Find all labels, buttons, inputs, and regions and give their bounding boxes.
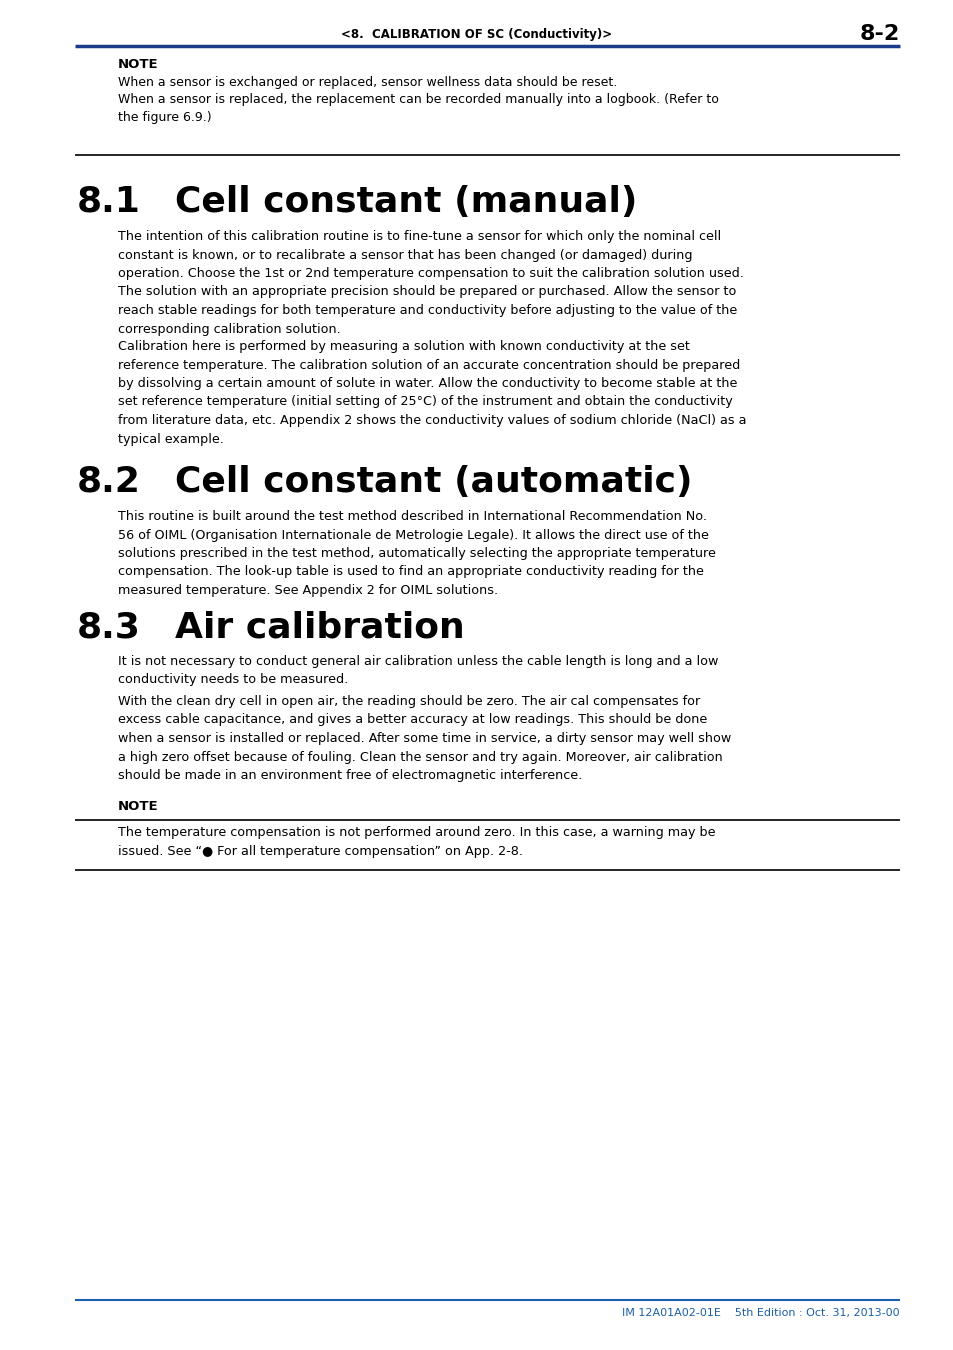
Text: It is not necessary to conduct general air calibration unless the cable length i: It is not necessary to conduct general a…: [118, 655, 718, 687]
Text: Cell constant (automatic): Cell constant (automatic): [174, 464, 692, 500]
Text: NOTE: NOTE: [118, 58, 158, 72]
Text: 8.1: 8.1: [77, 185, 141, 219]
Text: <8.  CALIBRATION OF SC (Conductivity)>: <8. CALIBRATION OF SC (Conductivity)>: [341, 28, 612, 40]
Text: This routine is built around the test method described in International Recommen: This routine is built around the test me…: [118, 510, 715, 597]
Text: IM 12A01A02-01E    5th Edition : Oct. 31, 2013-00: IM 12A01A02-01E 5th Edition : Oct. 31, 2…: [621, 1308, 899, 1318]
Text: NOTE: NOTE: [118, 801, 158, 813]
Text: 8.3: 8.3: [77, 610, 141, 644]
Text: With the clean dry cell in open air, the reading should be zero. The air cal com: With the clean dry cell in open air, the…: [118, 695, 731, 782]
Text: 8-2: 8-2: [859, 24, 899, 45]
Text: The intention of this calibration routine is to fine-tune a sensor for which onl: The intention of this calibration routin…: [118, 230, 743, 336]
Text: Air calibration: Air calibration: [174, 610, 464, 644]
Text: When a sensor is exchanged or replaced, sensor wellness data should be reset.: When a sensor is exchanged or replaced, …: [118, 76, 617, 89]
Text: When a sensor is replaced, the replacement can be recorded manually into a logbo: When a sensor is replaced, the replaceme…: [118, 93, 719, 124]
Text: The temperature compensation is not performed around zero. In this case, a warni: The temperature compensation is not perf…: [118, 826, 715, 857]
Text: 8.2: 8.2: [77, 464, 141, 500]
Text: Cell constant (manual): Cell constant (manual): [174, 185, 637, 219]
Text: Calibration here is performed by measuring a solution with known conductivity at: Calibration here is performed by measuri…: [118, 340, 745, 446]
